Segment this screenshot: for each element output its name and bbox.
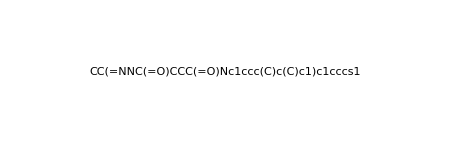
Text: CC(=NNC(=O)CCC(=O)Nc1ccc(C)c(C)c1)c1cccs1: CC(=NNC(=O)CCC(=O)Nc1ccc(C)c(C)c1)c1cccs…	[89, 66, 361, 76]
